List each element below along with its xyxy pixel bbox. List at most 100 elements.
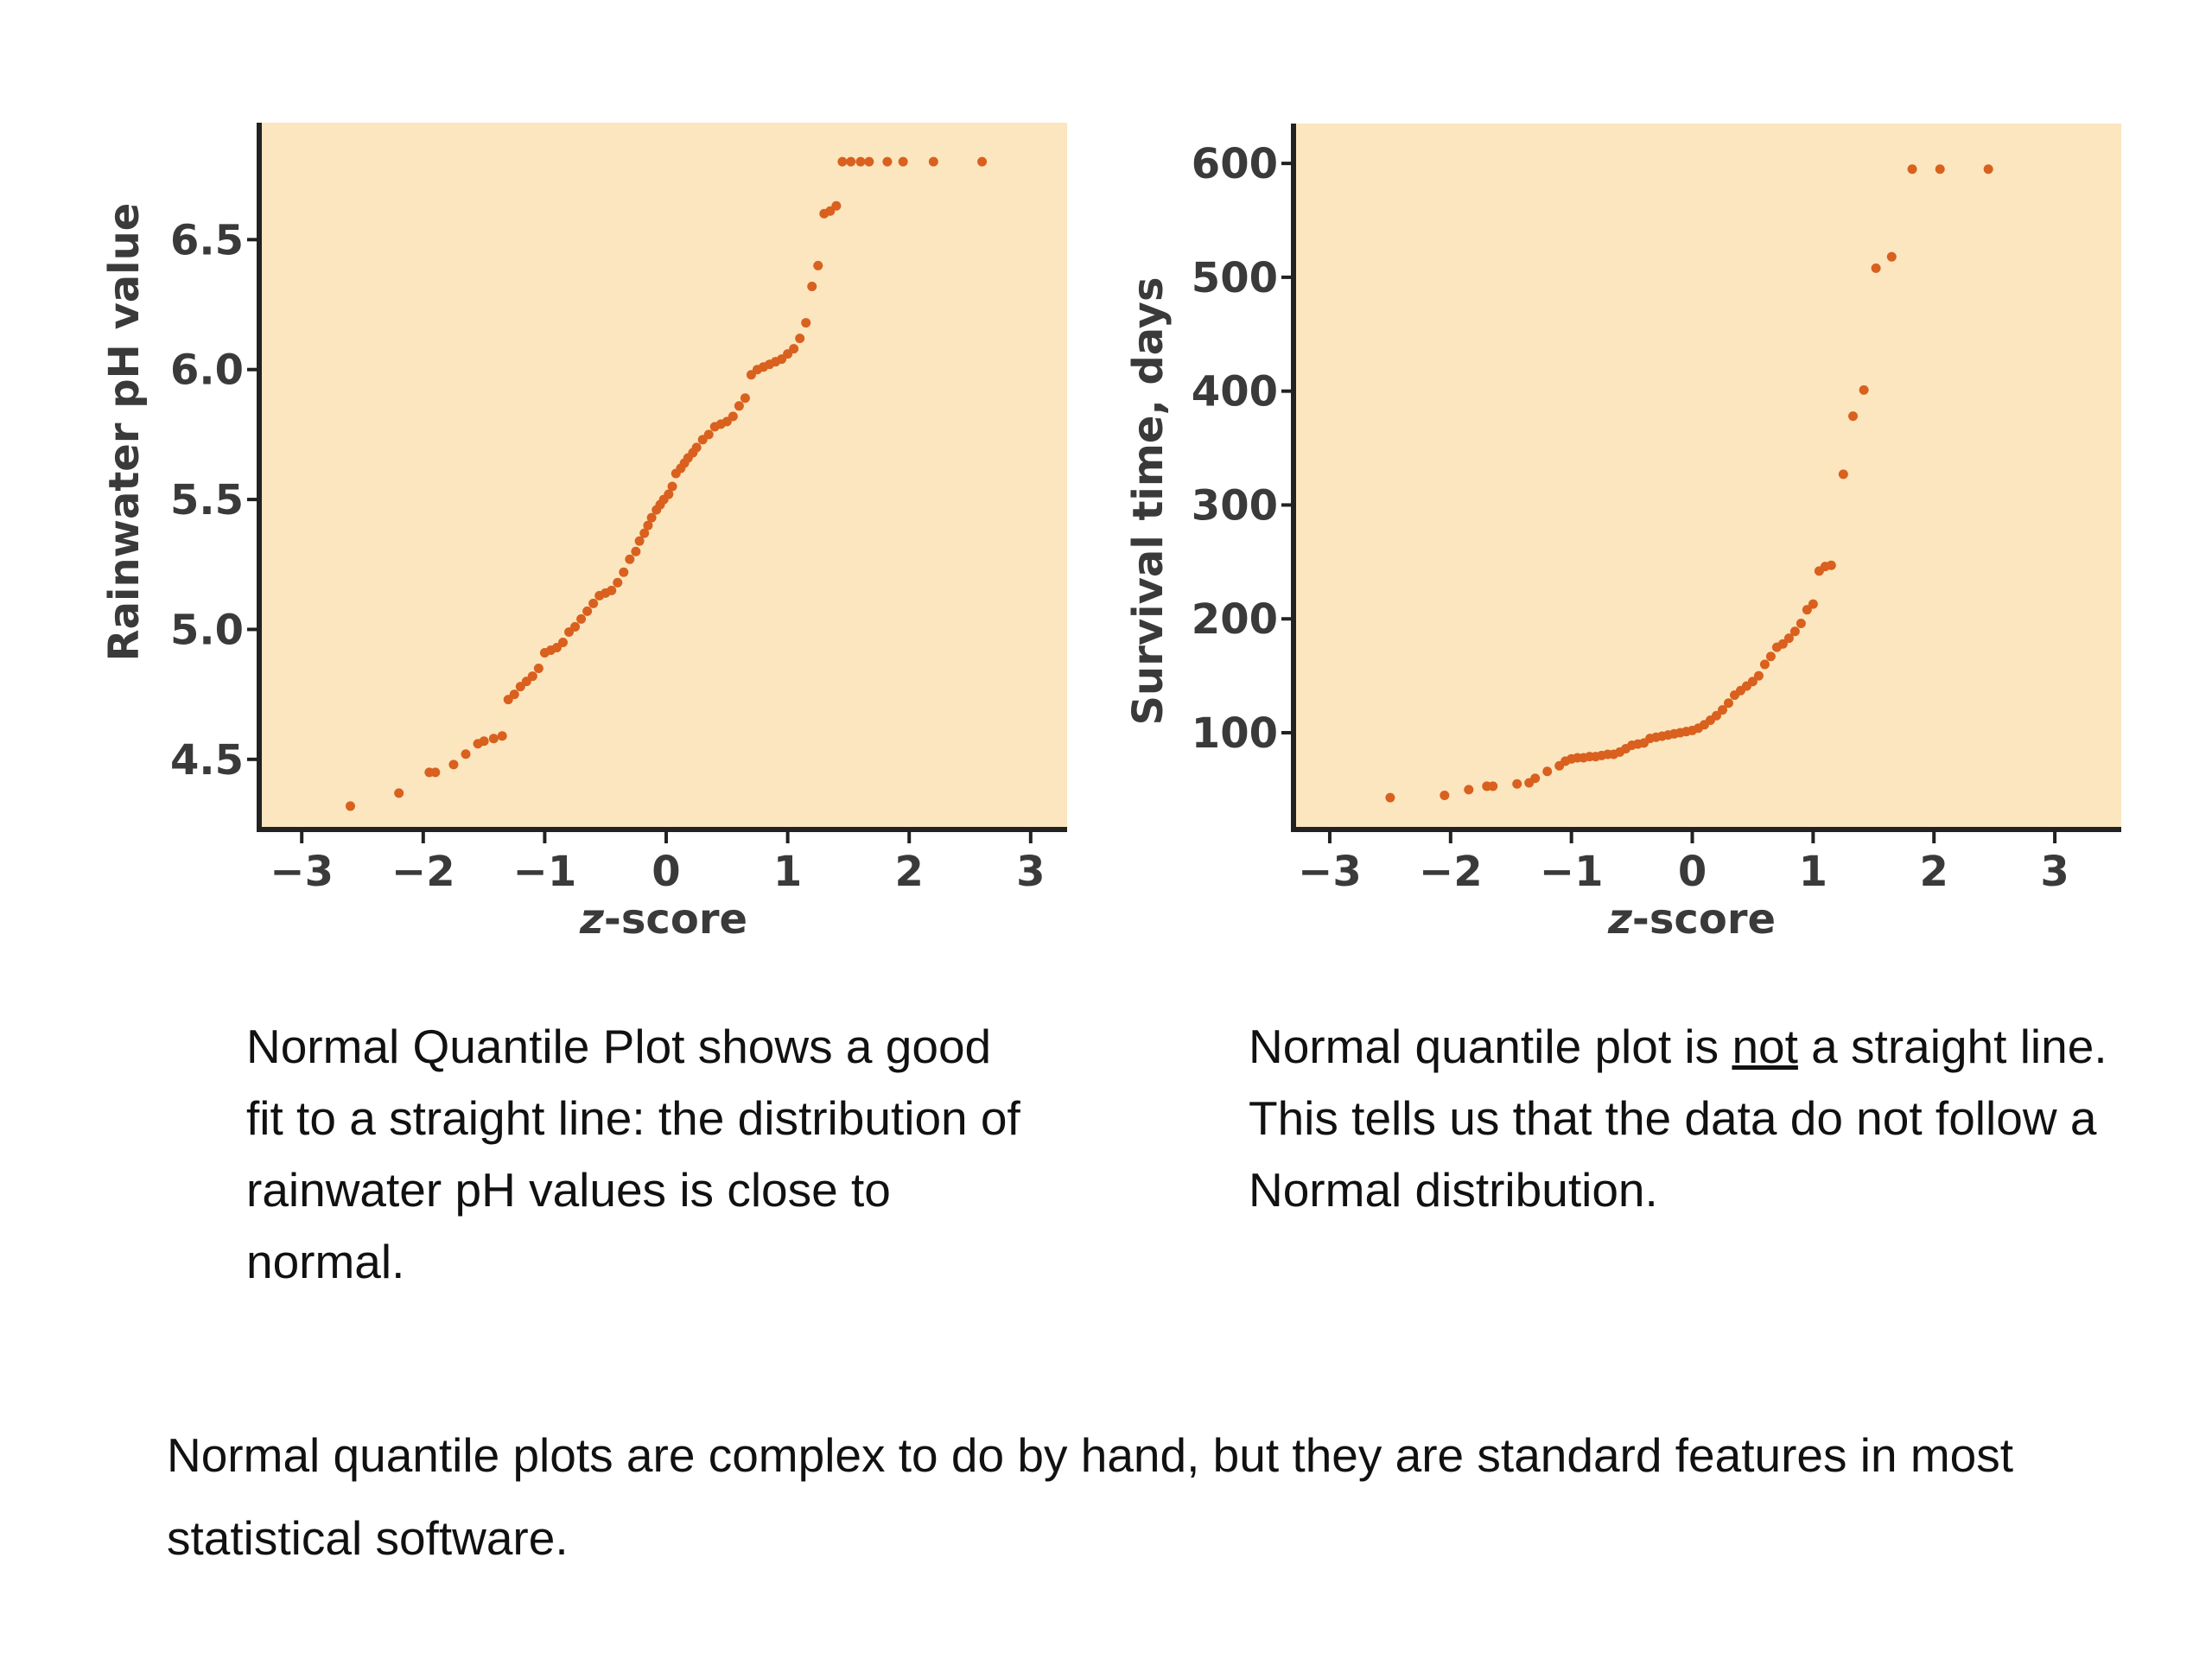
y-tick-label: 200 <box>1192 595 1278 644</box>
data-point <box>1440 790 1450 800</box>
data-point <box>1826 560 1836 570</box>
data-point <box>1723 698 1733 709</box>
caption-left: Normal Quantile Plot shows a good fit to… <box>246 1020 1020 1288</box>
x-tick-label: −1 <box>1540 848 1604 896</box>
footer-text: Normal quantile plots are complex to do … <box>167 1428 2014 1565</box>
data-points <box>345 156 988 811</box>
x-tick-label: 3 <box>1016 848 1045 896</box>
axis-ticks: −3 −2 −1 0 1 2 3 100 200 300 400 500 600 <box>1192 140 2069 896</box>
data-point <box>1783 633 1794 644</box>
x-tick-label: −3 <box>1298 848 1362 896</box>
data-point <box>488 734 499 744</box>
axis-ticks: −3 −2 −1 0 1 2 3 4.5 5.0 5.5 6.0 6.5 <box>170 216 1046 896</box>
x-tick-label: 2 <box>1920 848 1948 896</box>
data-point <box>740 393 750 404</box>
y-tick-label: 4.5 <box>170 736 244 785</box>
y-tick-label: 6.0 <box>170 346 244 395</box>
data-point <box>1530 773 1541 784</box>
data-point <box>646 512 657 523</box>
data-point <box>795 334 805 344</box>
data-point <box>813 260 823 270</box>
data-points <box>1385 164 1993 803</box>
data-point <box>625 554 635 564</box>
data-point <box>1802 605 1812 615</box>
x-tick-label: −1 <box>513 848 577 896</box>
x-tick-label: −2 <box>391 848 455 896</box>
y-tick-label: 6.5 <box>170 216 244 264</box>
data-point <box>807 281 817 291</box>
data-point <box>345 801 355 811</box>
data-point <box>1717 705 1727 715</box>
data-point <box>1488 781 1498 791</box>
data-point <box>588 598 599 608</box>
data-point <box>1765 652 1776 662</box>
x-axis-label: z-score <box>579 895 747 944</box>
data-point <box>613 577 623 588</box>
data-point <box>576 613 587 624</box>
survival-time-chart: −3 −2 −1 0 1 2 3 100 200 300 400 500 600 z-score Sur… <box>1124 124 2121 944</box>
data-point <box>1859 385 1869 395</box>
plot-background <box>259 123 1067 830</box>
data-point <box>1848 411 1859 422</box>
data-point <box>1759 659 1770 670</box>
caption-right-text-2: a straight line. This tells us that the … <box>1249 1020 2107 1217</box>
data-point <box>898 156 908 167</box>
data-point <box>1464 785 1474 795</box>
y-tick-label: 300 <box>1192 481 1278 530</box>
data-point <box>394 788 404 798</box>
data-point <box>789 344 799 354</box>
x-tick-label: 0 <box>1678 848 1707 896</box>
data-point <box>570 621 581 632</box>
caption-right: Normal quantile plot is not a straight l… <box>1249 1011 2113 1226</box>
data-point <box>1907 164 1917 175</box>
data-point <box>1808 599 1818 609</box>
x-tick-label: 1 <box>1799 848 1827 896</box>
data-point <box>977 156 988 167</box>
data-point <box>846 156 856 167</box>
data-point <box>928 156 938 167</box>
data-point <box>855 156 866 167</box>
data-point <box>1711 710 1721 721</box>
data-point <box>831 200 842 211</box>
data-point <box>734 401 744 411</box>
data-point <box>703 429 714 440</box>
data-point <box>643 520 653 531</box>
x-tick-label: 2 <box>895 848 924 896</box>
y-axis-label: Survival time, days <box>1124 276 1173 725</box>
data-point <box>1777 639 1788 649</box>
data-point <box>1753 671 1764 681</box>
y-tick-label: 600 <box>1192 140 1278 188</box>
data-point <box>1789 626 1800 637</box>
data-point <box>509 690 519 700</box>
data-point <box>448 760 459 770</box>
data-point <box>607 585 617 595</box>
data-point <box>1385 792 1395 803</box>
y-tick-label: 5.5 <box>170 476 244 524</box>
data-point <box>728 411 738 422</box>
data-point <box>619 567 629 577</box>
caption-right-text-1: Normal quantile plot is <box>1249 1020 1732 1073</box>
data-point <box>664 489 674 499</box>
data-point <box>1871 263 1881 273</box>
data-point <box>864 156 874 167</box>
rainwater-ph-chart: −3 −2 −1 0 1 2 3 4.5 5.0 5.5 6.0 6.5 z-score Rainwa… <box>100 123 1067 944</box>
data-point <box>1542 766 1553 777</box>
data-point <box>1935 164 1945 175</box>
x-tick-label: 1 <box>773 848 802 896</box>
y-tick-label: 400 <box>1192 368 1278 416</box>
data-point <box>801 318 811 328</box>
data-point <box>582 606 593 616</box>
x-tick-label: 3 <box>2040 848 2069 896</box>
caption-right-underlined: not <box>1732 1020 1798 1073</box>
x-tick-label: −3 <box>270 848 334 896</box>
data-point <box>1886 251 1897 262</box>
data-point <box>1983 164 1993 175</box>
data-point <box>479 736 489 747</box>
data-point <box>837 156 848 167</box>
y-axis-label: Rainwater pH value <box>100 203 149 662</box>
data-point <box>1747 677 1758 687</box>
data-point <box>691 442 702 453</box>
y-tick-label: 5.0 <box>170 606 244 654</box>
data-point <box>1796 618 1806 628</box>
data-point <box>631 546 641 556</box>
